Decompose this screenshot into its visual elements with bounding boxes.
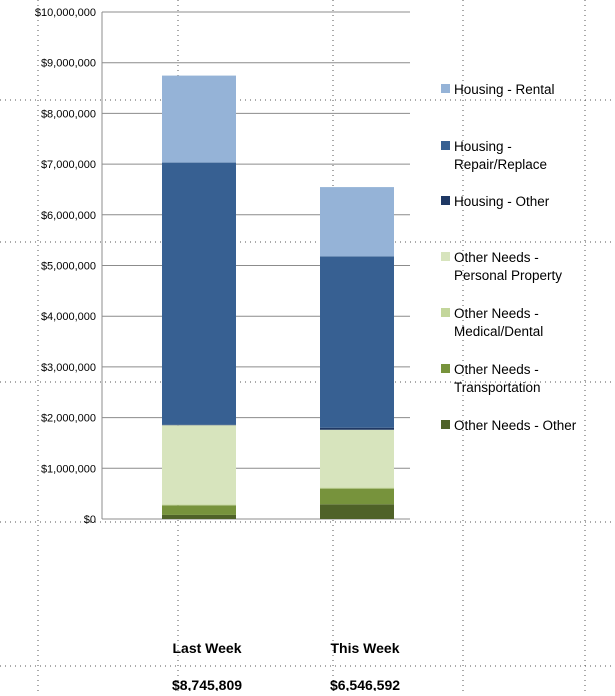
y-tick-label: $3,000,000 xyxy=(41,362,96,374)
legend: Housing - Rental Housing - Repair/Replace H… xyxy=(441,82,577,433)
legend-label: Housing - Other xyxy=(454,194,550,209)
category-total-label: $8,745,809 xyxy=(172,677,242,691)
legend-label: Personal Property xyxy=(454,268,562,283)
bar-segment xyxy=(162,75,236,163)
legend-swatch xyxy=(441,196,450,205)
bar-segment xyxy=(162,514,236,519)
y-tick-label: $5,000,000 xyxy=(41,261,96,273)
legend-swatch xyxy=(441,364,450,373)
category-total-label: $6,546,592 xyxy=(330,677,400,691)
y-tick-label: $6,000,000 xyxy=(41,210,96,222)
category-labels: Last Week This Week $8,745,809 $6,546,592 xyxy=(172,640,400,693)
bar-segment xyxy=(320,487,394,489)
bars xyxy=(162,75,394,519)
y-tick-label: $0 xyxy=(84,514,96,526)
legend-label: Housing - Rental xyxy=(454,82,555,97)
bar-segment xyxy=(162,424,236,426)
legend-swatch xyxy=(441,252,450,261)
bar-segment xyxy=(320,187,394,257)
legend-label: Other Needs - xyxy=(454,306,539,321)
bar-segment xyxy=(162,504,236,506)
bar-segment xyxy=(162,162,236,425)
legend-swatch xyxy=(441,84,450,93)
y-tick-label: $2,000,000 xyxy=(41,413,96,425)
bar-segment xyxy=(320,504,394,519)
legend-label: Housing - xyxy=(454,139,512,154)
bar-segment xyxy=(320,429,394,488)
legend-label: Other Needs - Other xyxy=(454,418,577,433)
legend-swatch xyxy=(441,420,450,429)
y-tick-label: $9,000,000 xyxy=(41,58,96,70)
y-tick-label: $10,000,000 xyxy=(35,7,96,19)
bar-segment xyxy=(320,256,394,428)
bar-segment xyxy=(320,488,394,505)
category-label: This Week xyxy=(331,640,400,656)
legend-label: Other Needs - xyxy=(454,250,539,265)
bar-segment xyxy=(162,425,236,505)
legend-label: Repair/Replace xyxy=(454,157,547,172)
y-tick-label: $8,000,000 xyxy=(41,108,96,120)
y-tick-label: $1,000,000 xyxy=(41,463,96,475)
legend-swatch xyxy=(441,308,450,317)
bar-segment xyxy=(320,427,394,430)
legend-label: Transportation xyxy=(454,380,541,395)
legend-label: Other Needs - xyxy=(454,362,539,377)
y-axis: $0 $1,000,000 $2,000,000 $3,000,000 $4,000,0… xyxy=(35,7,103,526)
bar-segment xyxy=(162,505,236,515)
y-tick-label: $7,000,000 xyxy=(41,159,96,171)
legend-swatch xyxy=(441,141,450,150)
legend-label: Medical/Dental xyxy=(454,324,543,339)
y-tick-label: $4,000,000 xyxy=(41,311,96,323)
category-label: Last Week xyxy=(173,640,242,656)
